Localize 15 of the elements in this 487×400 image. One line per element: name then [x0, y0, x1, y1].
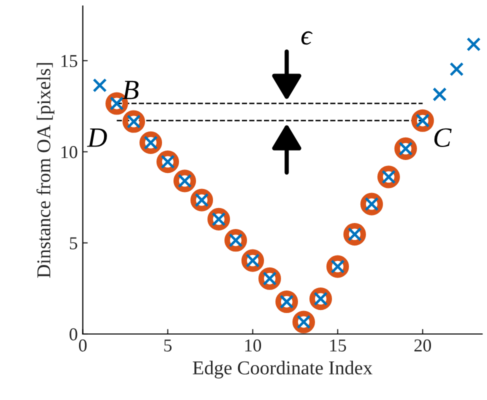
y-tick-label: 5 [70, 237, 78, 250]
y-tick-label: 0 [70, 328, 78, 340]
annotation: B [122, 80, 139, 100]
y-tick-label: 10 [61, 146, 78, 158]
y-tick-label: 15 [61, 55, 78, 68]
x-tick-label: 20 [414, 339, 431, 352]
x-tick-label: 10 [245, 339, 262, 352]
annotation: C [434, 128, 452, 147]
x-axis-title: Edge Coordinate Index [192, 360, 372, 378]
x-tick-label: 5 [164, 340, 172, 352]
x-tick-label: 0 [78, 339, 87, 352]
annotation: D [86, 128, 107, 147]
y-axis-title: Dinstance from OA [pixels] [36, 63, 54, 278]
annotation: ϵ [301, 31, 313, 45]
x-tick-label: 15 [330, 339, 346, 352]
